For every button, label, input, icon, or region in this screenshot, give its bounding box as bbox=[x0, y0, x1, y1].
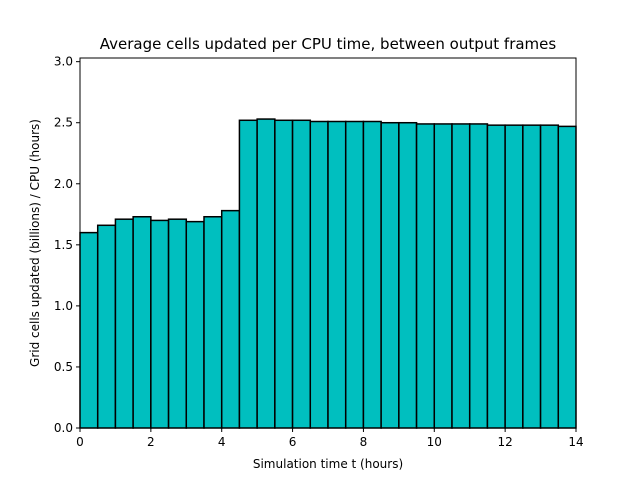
bar bbox=[203, 215, 223, 429]
bar bbox=[238, 119, 258, 429]
x-tick-label: 4 bbox=[218, 435, 226, 449]
bar bbox=[185, 220, 205, 429]
bar bbox=[220, 209, 241, 429]
bar bbox=[327, 120, 347, 429]
chart-title: Average cells updated per CPU time, betw… bbox=[100, 35, 557, 53]
bar bbox=[468, 123, 489, 429]
x-tick-label: 2 bbox=[147, 435, 155, 449]
x-tick-label: 8 bbox=[360, 435, 368, 449]
bar bbox=[486, 124, 506, 429]
bar bbox=[291, 119, 312, 429]
bar bbox=[451, 123, 471, 429]
bar bbox=[79, 231, 99, 429]
bar bbox=[522, 124, 542, 429]
bar bbox=[256, 118, 276, 429]
bar bbox=[398, 121, 418, 429]
bar bbox=[433, 123, 453, 429]
bar bbox=[539, 124, 560, 429]
x-tick-label: 14 bbox=[568, 435, 583, 449]
bar bbox=[132, 215, 152, 429]
bar bbox=[380, 121, 400, 429]
y-axis-ticks: 0.0 0.5 1.0 1.5 2.0 2.5 3.0 bbox=[54, 55, 80, 435]
bar bbox=[415, 123, 436, 429]
plot-frame bbox=[79, 57, 577, 429]
y-tick-label: 2.5 bbox=[54, 116, 73, 130]
y-tick-label: 0.0 bbox=[54, 421, 73, 435]
x-tick-label: 10 bbox=[427, 435, 442, 449]
bar bbox=[150, 219, 170, 429]
x-tick-label: 6 bbox=[289, 435, 297, 449]
x-tick-label: 12 bbox=[498, 435, 513, 449]
y-tick-label: 2.0 bbox=[54, 177, 73, 191]
x-axis-label: Simulation time t (hours) bbox=[253, 457, 403, 471]
y-tick-label: 1.0 bbox=[54, 299, 73, 313]
bar bbox=[504, 124, 524, 429]
bar bbox=[362, 120, 382, 429]
bar bbox=[167, 218, 188, 429]
bars-group bbox=[79, 118, 577, 429]
bar bbox=[274, 119, 294, 429]
y-tick-label: 3.0 bbox=[54, 55, 73, 69]
y-tick-label: 1.5 bbox=[54, 238, 73, 252]
bar bbox=[309, 120, 329, 429]
y-tick-label: 0.5 bbox=[54, 360, 73, 374]
y-axis-label: Grid cells updated (billions) / CPU (hou… bbox=[28, 119, 42, 367]
bar bbox=[114, 218, 134, 429]
bar bbox=[344, 120, 365, 429]
bar bbox=[96, 224, 117, 429]
x-axis-ticks: 0 2 4 6 8 10 12 14 bbox=[76, 428, 584, 449]
x-tick-label: 0 bbox=[76, 435, 84, 449]
bar bbox=[557, 125, 577, 429]
